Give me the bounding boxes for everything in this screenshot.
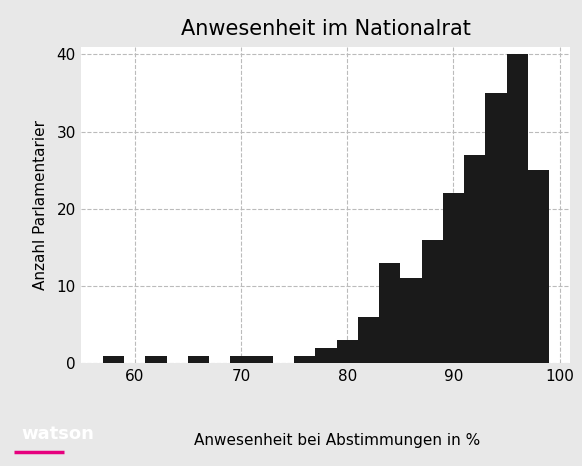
Bar (251, 356, 273, 363)
Title: Anwesenheit im Nationalrat: Anwesenheit im Nationalrat (181, 20, 471, 40)
Bar (443, 193, 464, 363)
Bar (315, 348, 336, 363)
Bar (506, 55, 528, 363)
Bar (379, 263, 400, 363)
Bar (146, 356, 166, 363)
Bar (400, 279, 421, 363)
Y-axis label: Anzahl Parlamentarier: Anzahl Parlamentarier (33, 120, 48, 290)
Bar (358, 317, 379, 363)
Bar (485, 93, 506, 363)
Bar (421, 240, 443, 363)
Bar (528, 170, 549, 363)
Bar (294, 356, 315, 363)
Text: watson: watson (22, 425, 95, 443)
Bar (230, 356, 251, 363)
Bar (336, 340, 358, 363)
Bar (188, 356, 209, 363)
Text: Anwesenheit bei Abstimmungen in %: Anwesenheit bei Abstimmungen in % (194, 433, 481, 448)
Bar (464, 155, 485, 363)
Bar (103, 356, 124, 363)
